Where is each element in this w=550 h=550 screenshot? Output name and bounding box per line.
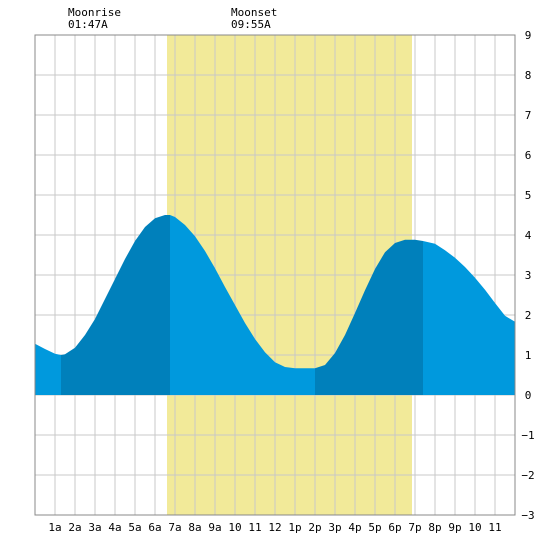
x-tick-label: 5a: [128, 521, 141, 534]
tide-rising-segment: [315, 239, 423, 395]
moonset-annotation: Moonset 09:55A: [231, 6, 277, 31]
x-tick-label: 1p: [288, 521, 301, 534]
y-tick-label: 2: [525, 309, 532, 322]
moonset-label: Moonset: [231, 6, 277, 19]
x-tick-label: 10: [228, 521, 241, 534]
x-tick-labels: 1a 2a 3a 4a 5a 6a 7a 8a 9a 10 11 12 1p 2p 3p 4p 5p 6p 7p 8p…: [48, 521, 501, 534]
x-tick-label: 2a: [68, 521, 81, 534]
x-tick-label: 8a: [188, 521, 201, 534]
moonrise-time: 01:47A: [68, 18, 108, 31]
tide-falling-segment: [170, 215, 315, 395]
tide-falling-segment: [35, 343, 61, 395]
tide-falling-segment: [423, 241, 515, 395]
y-tick-label: −2: [521, 469, 534, 482]
x-tick-label: 9p: [448, 521, 461, 534]
plot-frame: [34, 34, 516, 516]
y-tick-label: 6: [525, 149, 532, 162]
x-tick-label: 3p: [328, 521, 341, 534]
tide-layer: [35, 215, 515, 395]
y-tick-label: −1: [521, 429, 534, 442]
x-tick-label: 8p: [428, 521, 441, 534]
moonrise-annotation: Moonrise 01:47A: [68, 6, 121, 31]
y-tick-label: 5: [525, 189, 532, 202]
x-tick-label: 9a: [208, 521, 221, 534]
x-tick-label: 11: [488, 521, 501, 534]
y-tick-labels: −3 −2 −1 0 1 2 3 4 5 6 7 8 9: [521, 29, 534, 522]
x-tick-label: 10: [468, 521, 481, 534]
x-tick-label: 6p: [388, 521, 401, 534]
moonrise-label: Moonrise: [68, 6, 121, 19]
y-tick-label: 8: [525, 69, 532, 82]
y-tick-label: 1: [525, 349, 532, 362]
x-tick-label: 5p: [368, 521, 381, 534]
x-tick-label: 12: [268, 521, 281, 534]
y-tick-label: 0: [525, 389, 532, 402]
tide-rising-segment: [61, 215, 170, 395]
x-tick-label: 7p: [408, 521, 421, 534]
x-tick-label: 7a: [168, 521, 181, 534]
x-tick-label: 11: [248, 521, 261, 534]
x-tick-label: 4a: [108, 521, 121, 534]
y-tick-label: 7: [525, 109, 532, 122]
moonset-time: 09:55A: [231, 18, 271, 31]
x-tick-label: 1a: [48, 521, 61, 534]
x-tick-label: 4p: [348, 521, 361, 534]
x-tick-label: 6a: [148, 521, 161, 534]
y-tick-label: −3: [521, 509, 534, 522]
x-tick-label: 2p: [308, 521, 321, 534]
y-tick-label: 3: [525, 269, 532, 282]
y-tick-label: 4: [525, 229, 532, 242]
y-tick-label: 9: [525, 29, 532, 42]
x-tick-label: 3a: [88, 521, 101, 534]
